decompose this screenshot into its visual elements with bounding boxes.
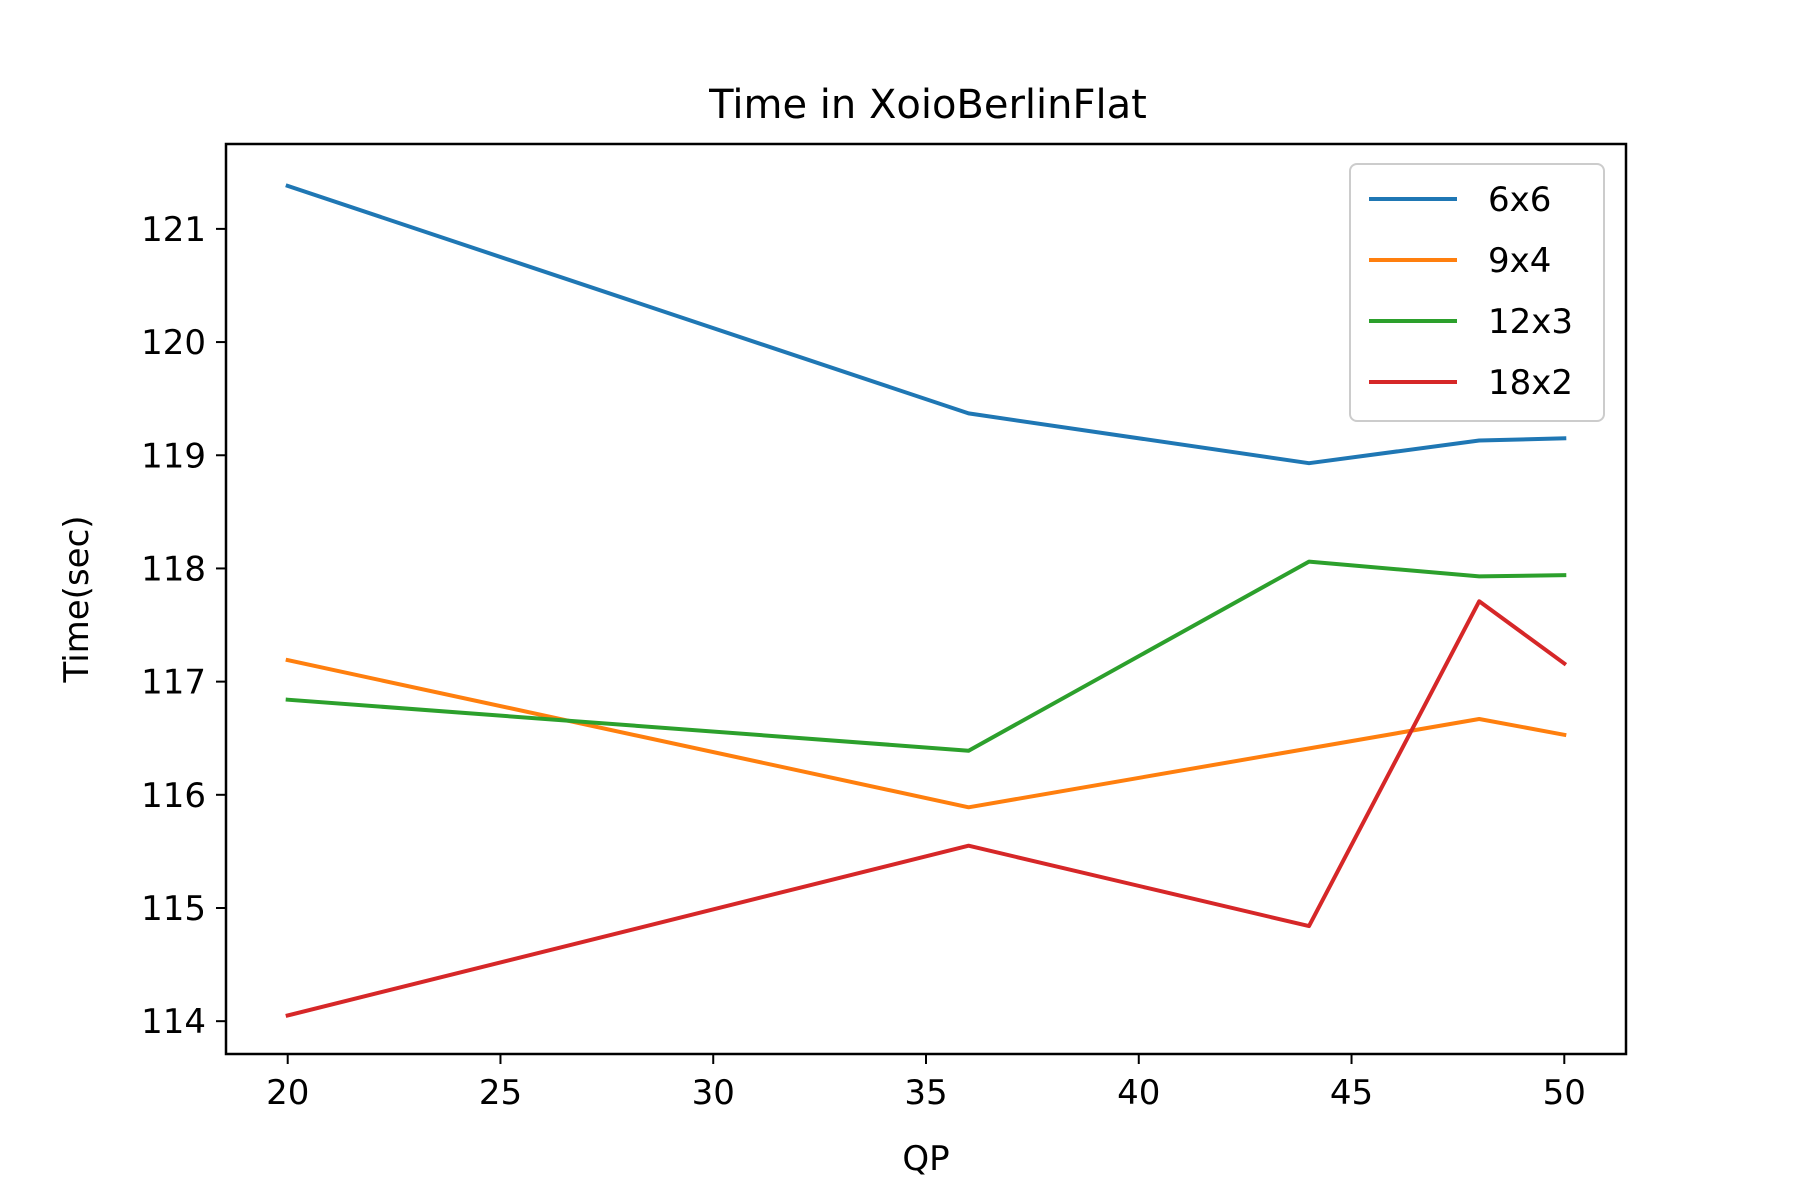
x-axis-ticks: 20 25 30 35 40 45 50: [266, 1054, 1586, 1113]
legend: 6x6 9x4 12x3 18x2: [1349, 163, 1605, 422]
y-tick-label: 120: [141, 323, 206, 363]
x-tick-label: 35: [904, 1073, 947, 1113]
series-line-18x2: [285, 599, 1568, 1018]
y-tick-label: 114: [141, 1002, 206, 1042]
y-tick-label: 119: [141, 436, 206, 476]
y-tick-label: 118: [141, 549, 206, 589]
x-tick-label: 50: [1543, 1073, 1586, 1113]
y-tick-label: 115: [141, 889, 206, 929]
series-line-9x4: [285, 657, 1567, 810]
x-tick-label: 25: [479, 1073, 522, 1113]
x-axis-label: QP: [902, 1139, 949, 1179]
series-line-6x6: [285, 183, 1567, 466]
legend-box: [1349, 163, 1605, 422]
plot-lines: [285, 183, 1568, 1018]
legend-label-12x3: 12x3: [1488, 302, 1573, 342]
legend-label-6x6: 6x6: [1488, 180, 1551, 220]
x-tick-label: 30: [692, 1073, 735, 1113]
y-axis-ticks: 114 115 116 117 118 119 120 121: [141, 210, 226, 1042]
legend-label-18x2: 18x2: [1488, 363, 1573, 403]
legend-label-9x4: 9x4: [1488, 241, 1551, 281]
x-tick-label: 20: [266, 1073, 309, 1113]
y-tick-label: 116: [141, 776, 206, 816]
x-tick-label: 45: [1330, 1073, 1373, 1113]
y-axis-label: Time(sec): [57, 515, 97, 683]
chart-title: Time in XoioBerlinFlat: [708, 82, 1147, 128]
y-tick-label: 121: [141, 210, 206, 250]
y-tick-label: 117: [141, 663, 206, 703]
x-tick-label: 40: [1117, 1073, 1160, 1113]
series-line-12x3: [285, 559, 1567, 753]
